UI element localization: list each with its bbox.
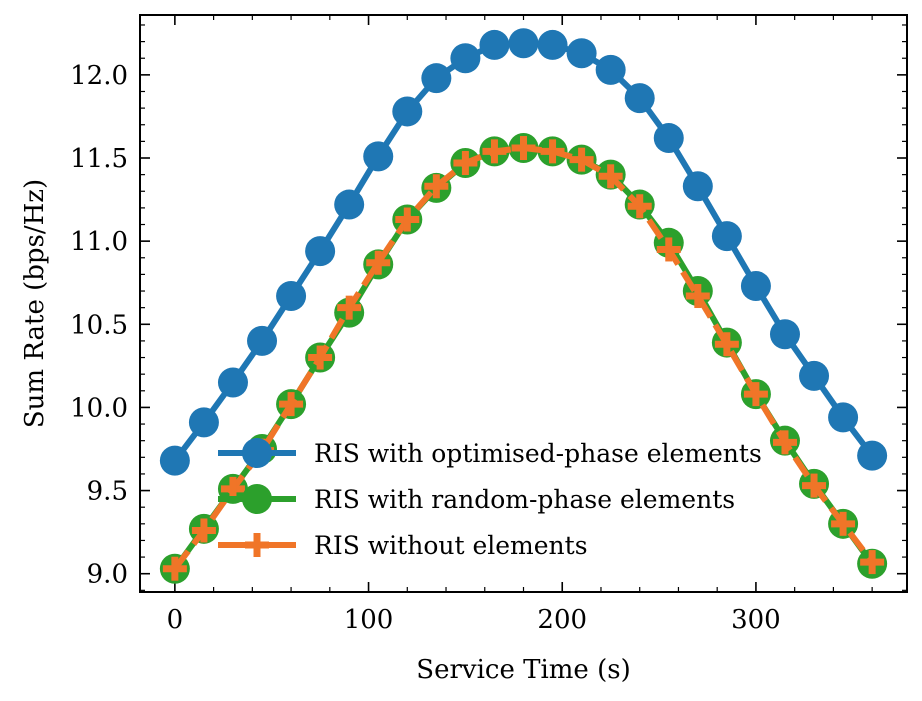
y-tick-label: 9.0 — [87, 560, 128, 590]
y-tick-label: 10.0 — [70, 393, 128, 423]
data-point — [279, 392, 304, 417]
data-point — [308, 345, 333, 370]
data-point — [450, 43, 481, 74]
data-point — [305, 236, 336, 267]
data-point — [595, 54, 626, 85]
data-point — [421, 63, 452, 94]
data-point — [159, 445, 190, 476]
data-point — [627, 194, 652, 219]
data-point — [860, 550, 885, 575]
data-point — [479, 29, 510, 60]
x-axis-label: Service Time (s) — [416, 655, 630, 685]
y-tick-label: 12.0 — [70, 61, 128, 91]
data-point — [828, 402, 859, 433]
data-point — [188, 407, 219, 438]
legend-marker-swatch — [242, 438, 272, 468]
legend: RIS with optimised-phase elements RIS wit… — [218, 438, 762, 560]
data-point — [740, 271, 771, 302]
data-point — [537, 29, 568, 60]
data-point — [162, 556, 187, 581]
data-point — [453, 150, 478, 175]
data-point — [508, 28, 539, 59]
data-point — [217, 367, 248, 398]
series-layer — [159, 28, 888, 584]
data-point — [276, 281, 307, 312]
legend-item-ris-with-random-phase-elements: RIS with random-phase elements — [218, 484, 735, 514]
legend-marker-swatch — [245, 533, 269, 557]
data-point — [656, 237, 681, 262]
x-tick-label: 300 — [731, 605, 781, 635]
y-tick-label: 9.5 — [87, 477, 128, 507]
legend-label: RIS with optimised-phase elements — [314, 439, 762, 468]
data-point — [247, 325, 278, 356]
axis-tick-labels: 0 100 200 300 9.0 9.5 10.0 10.5 11.0 11.5 12.0 — [70, 61, 781, 635]
data-point — [191, 518, 216, 543]
data-point — [424, 174, 449, 199]
data-point — [540, 139, 565, 164]
x-tick-label: 200 — [537, 605, 587, 635]
data-point — [743, 382, 768, 407]
data-point — [682, 171, 713, 202]
data-point — [799, 360, 830, 391]
data-point — [769, 319, 800, 350]
data-point — [714, 332, 739, 357]
data-point — [363, 141, 394, 172]
data-point — [566, 38, 597, 69]
data-point — [511, 136, 536, 161]
data-point — [334, 189, 365, 220]
data-point — [569, 147, 594, 172]
data-point — [624, 83, 655, 114]
legend-item-ris-with-optimised-phase-elements: RIS with optimised-phase elements — [218, 438, 762, 468]
data-point — [653, 123, 684, 154]
y-tick-label: 11.5 — [70, 144, 128, 174]
data-point — [772, 430, 797, 455]
legend-item-ris-without-elements: RIS without elements — [218, 531, 588, 560]
x-tick-label: 0 — [167, 605, 184, 635]
data-point — [598, 164, 623, 189]
data-point — [711, 221, 742, 252]
data-point — [337, 295, 362, 320]
legend-marker-swatch — [242, 484, 272, 514]
series-ris-without-elements — [162, 136, 885, 581]
y-tick-label: 10.5 — [70, 310, 128, 340]
x-tick-label: 100 — [344, 605, 394, 635]
plot-frame — [139, 14, 908, 593]
legend-label: RIS with random-phase elements — [314, 485, 735, 514]
data-point — [392, 96, 423, 127]
series-ris-with-optimised-phase-elements — [159, 28, 888, 476]
y-tick-label: 11.0 — [70, 227, 128, 257]
data-point — [395, 207, 420, 232]
data-point — [831, 511, 856, 536]
y-axis-label: Sum Rate (bps/Hz) — [20, 179, 50, 428]
data-point — [366, 250, 391, 275]
data-point — [482, 139, 507, 164]
legend-label: RIS without elements — [314, 531, 588, 560]
data-point — [802, 473, 827, 498]
data-point — [685, 284, 710, 309]
data-point — [857, 440, 888, 471]
